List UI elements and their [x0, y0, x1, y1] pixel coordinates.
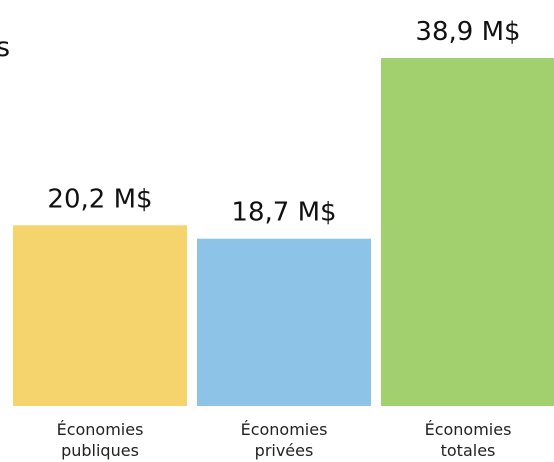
bar-1	[13, 225, 187, 406]
category-label-2-line-1: Économies	[241, 420, 328, 439]
bar-3	[381, 58, 554, 406]
category-label-3-line-2: totales	[441, 441, 496, 460]
data-label-1: 20,2 M$	[47, 184, 152, 214]
truncated-title-fragment: s	[0, 32, 11, 63]
category-label-3-line-1: Économies	[425, 420, 512, 439]
bar-2	[197, 238, 371, 406]
data-label-2: 18,7 M$	[231, 198, 336, 228]
data-label-3: 38,9 M$	[415, 17, 520, 47]
category-label-2-line-2: privées	[255, 441, 314, 460]
category-label-1-line-2: publiques	[61, 441, 139, 460]
category-label-1-line-1: Économies	[57, 420, 144, 439]
